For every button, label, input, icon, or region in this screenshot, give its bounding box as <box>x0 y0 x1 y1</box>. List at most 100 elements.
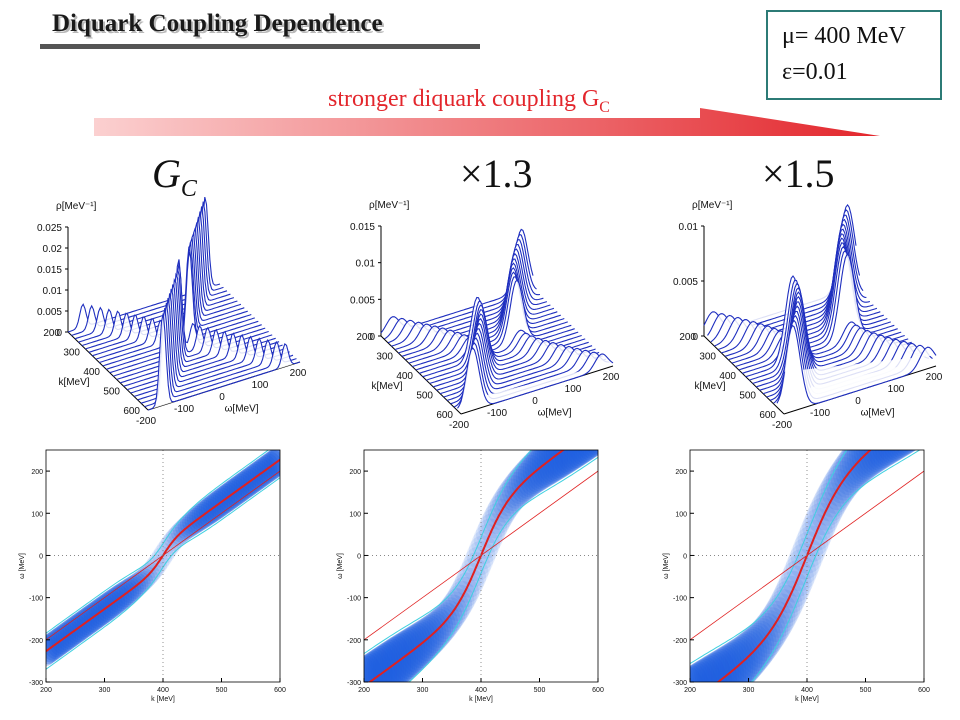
x-tick-label: 300 <box>99 687 111 694</box>
spectral-line <box>426 300 579 381</box>
density-cell <box>861 450 894 473</box>
density-cell <box>837 450 871 491</box>
density-cell <box>268 450 280 475</box>
density-cell <box>690 665 707 682</box>
x-tick-label: 400 <box>801 687 813 694</box>
omega-tick-label: 100 <box>252 380 269 391</box>
spectral-line <box>460 347 614 405</box>
coupling-arrow <box>94 108 880 136</box>
rho-tick-label: 0.005 <box>673 277 698 288</box>
density-cell <box>690 659 718 682</box>
density-cell <box>729 632 763 682</box>
density-cell <box>903 450 917 453</box>
k-tick-label: 500 <box>416 391 433 402</box>
omega-tick-label: 0 <box>219 392 225 403</box>
spectral-line <box>783 324 937 404</box>
title-underline <box>40 44 480 49</box>
k-axis-label: k[MeV] <box>371 381 402 392</box>
omega-tick-label: -100 <box>810 408 830 419</box>
density-cell <box>727 633 761 682</box>
x-tick-label: 500 <box>216 687 228 694</box>
density-cell <box>690 658 720 682</box>
density-cell <box>871 450 902 467</box>
density-cell <box>522 450 552 493</box>
density-cell <box>587 450 598 456</box>
y-tick-label: -200 <box>673 638 687 645</box>
spectral-line <box>738 249 891 371</box>
density-cell <box>574 450 598 462</box>
density-cell <box>844 450 878 485</box>
density-cell <box>368 644 398 682</box>
k-tick-label: 500 <box>739 391 756 402</box>
rho-tick-label: 0 <box>692 332 698 343</box>
y-tick-label: -300 <box>347 680 361 687</box>
y-axis-label: ω [MeV] <box>663 553 670 579</box>
density-cell <box>866 450 898 470</box>
density-cell <box>370 642 400 682</box>
density-cell <box>710 644 744 682</box>
omega-tick-label: 200 <box>290 368 307 379</box>
k-tick-label: 600 <box>436 410 453 421</box>
column-label-3-main: ×1.5 <box>762 151 835 196</box>
heatmap-density <box>690 450 924 682</box>
density-cell <box>706 647 740 682</box>
x-tick-label: 600 <box>274 687 286 694</box>
column-label-1-sub: C <box>180 176 197 202</box>
rho-axis-label: ρ[MeV⁻¹] <box>56 201 97 212</box>
omega-axis-label: ω[MeV] <box>538 408 572 419</box>
density-cell <box>697 652 730 682</box>
k-tick-label: 600 <box>759 410 776 421</box>
density-cell <box>877 450 905 464</box>
arrow-label: stronger diquark coupling GC <box>328 86 610 117</box>
spectral-line <box>422 296 575 378</box>
spectral-line <box>419 279 572 374</box>
k-tick-label: 500 <box>103 387 120 398</box>
density-cell <box>543 450 573 480</box>
density-cell <box>577 450 598 461</box>
surface-plot-3: 00.0050.01ρ[MeV⁻¹]200300400500600k[MeV]-… <box>673 200 943 431</box>
k-tick-label: 200 <box>356 332 373 343</box>
y-tick-label: -100 <box>673 596 687 603</box>
rho-tick-label: 0 <box>56 328 62 339</box>
density-cell <box>541 450 571 482</box>
k-axis <box>380 335 462 415</box>
density-cell <box>886 450 910 460</box>
k-axis <box>67 331 149 411</box>
density-cell <box>717 640 751 682</box>
rho-tick-label: 0.015 <box>37 265 62 276</box>
density-cell <box>701 649 735 682</box>
density-cell <box>690 656 723 682</box>
slide-title: Diquark Coupling Dependence <box>52 10 383 37</box>
contour-line <box>690 450 848 665</box>
epsilon-symbol: ε <box>782 59 793 85</box>
density-cell <box>571 450 597 464</box>
density-cell <box>364 657 379 682</box>
omega-tick-label: 0 <box>532 396 538 407</box>
density-cell <box>896 450 915 456</box>
density-cell <box>899 450 916 454</box>
density-cell <box>46 634 60 665</box>
contour-line <box>408 456 598 682</box>
density-cell <box>384 633 414 682</box>
mu-symbol: μ <box>782 23 795 49</box>
x-tick-label: 400 <box>157 687 169 694</box>
density-cell <box>892 450 913 457</box>
density-cell <box>553 450 582 475</box>
spectral-line <box>113 263 266 377</box>
density-cell <box>382 635 412 682</box>
density-cell <box>558 450 587 472</box>
k-tick-label: 300 <box>699 352 716 363</box>
mu-value: = 400 MeV <box>794 23 906 49</box>
x-tick-label: 300 <box>417 687 429 694</box>
density-cell <box>364 649 391 682</box>
density-cell <box>364 647 393 682</box>
density-cell <box>46 631 65 661</box>
k-axis <box>703 335 785 415</box>
rho-tick-label: 0 <box>369 332 375 343</box>
arrow-label-text: stronger diquark coupling G <box>328 86 600 112</box>
y-tick-label: 200 <box>31 469 43 476</box>
density-cell <box>690 667 704 682</box>
heatmap-plot-2: 200 300 400 500 600 -300 -200 -100 0 100 200 k [MeV… <box>337 449 604 703</box>
rho-tick-label: 0.015 <box>350 222 375 233</box>
